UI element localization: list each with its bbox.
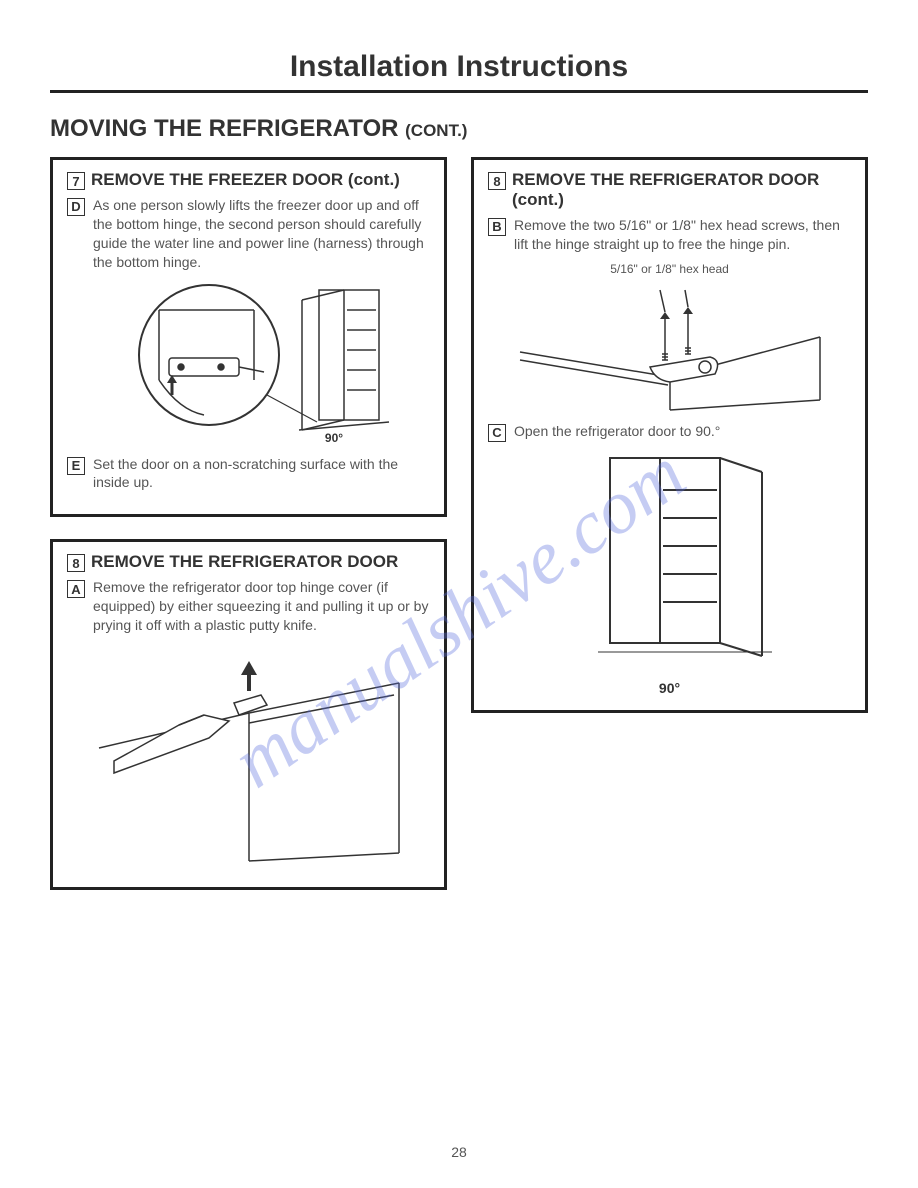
substep-a-text: Remove the refrigerator door top hinge c… — [93, 578, 430, 635]
illustration-freezer-hinge: 90° — [67, 280, 430, 445]
step-8-header: 8 REMOVE THE REFRIGERATOR DOOR — [67, 552, 430, 572]
screw-size-label: 5/16" or 1/8" hex head — [488, 262, 851, 276]
substep-b: B Remove the two 5/16" or 1/8" hex head … — [488, 216, 851, 254]
content-columns: 7 REMOVE THE FREEZER DOOR (cont.) D As o… — [50, 157, 868, 890]
substep-c: C Open the refrigerator door to 90.° — [488, 422, 851, 442]
step-8-title: REMOVE THE REFRIGERATOR DOOR — [91, 552, 398, 572]
substep-a: A Remove the refrigerator door top hinge… — [67, 578, 430, 635]
substep-d-text: As one person slowly lifts the freezer d… — [93, 196, 430, 272]
substep-d: D As one person slowly lifts the freezer… — [67, 196, 430, 272]
substep-c-text: Open the refrigerator door to 90.° — [514, 422, 851, 441]
substep-b-text: Remove the two 5/16" or 1/8" hex head sc… — [514, 216, 851, 254]
step-8-cont-title: REMOVE THE REFRIGERATOR DOOR (cont.) — [512, 170, 851, 210]
box-8-refrigerator-door: 8 REMOVE THE REFRIGERATOR DOOR A Remove … — [50, 539, 447, 890]
step-number-8a: 8 — [67, 554, 85, 572]
left-column: 7 REMOVE THE FREEZER DOOR (cont.) D As o… — [50, 157, 447, 890]
step-number-8b: 8 — [488, 172, 506, 190]
substep-e: E Set the door on a non-scratching surfa… — [67, 455, 430, 493]
page-number: 28 — [0, 1144, 918, 1160]
letter-a: A — [67, 580, 85, 598]
substep-e-text: Set the door on a non-scratching surface… — [93, 455, 430, 493]
section-title: MOVING THE REFRIGERATOR (CONT.) — [50, 115, 868, 143]
box-7-freezer-door: 7 REMOVE THE FREEZER DOOR (cont.) D As o… — [50, 157, 447, 517]
step-8-cont-header: 8 REMOVE THE REFRIGERATOR DOOR (cont.) — [488, 170, 851, 210]
step-number-7: 7 — [67, 172, 85, 190]
angle-90-label-2: 90° — [488, 680, 851, 696]
step-7-title: REMOVE THE FREEZER DOOR (cont.) — [91, 170, 400, 190]
illustration-hinge-cover — [67, 643, 430, 863]
page-title: Installation Instructions — [50, 50, 868, 93]
letter-c: C — [488, 424, 506, 442]
letter-b: B — [488, 218, 506, 236]
box-8-refrigerator-door-cont: 8 REMOVE THE REFRIGERATOR DOOR (cont.) B… — [471, 157, 868, 713]
angle-90-label-1: 90° — [324, 431, 342, 445]
letter-e: E — [67, 457, 85, 475]
right-column: 8 REMOVE THE REFRIGERATOR DOOR (cont.) B… — [471, 157, 868, 713]
step-7-header: 7 REMOVE THE FREEZER DOOR (cont.) — [67, 170, 430, 190]
illustration-door-90 — [488, 450, 851, 670]
section-title-cont: (CONT.) — [405, 121, 467, 140]
section-title-text: MOVING THE REFRIGERATOR — [50, 115, 398, 142]
illustration-hinge-screws — [488, 282, 851, 412]
letter-d: D — [67, 198, 85, 216]
